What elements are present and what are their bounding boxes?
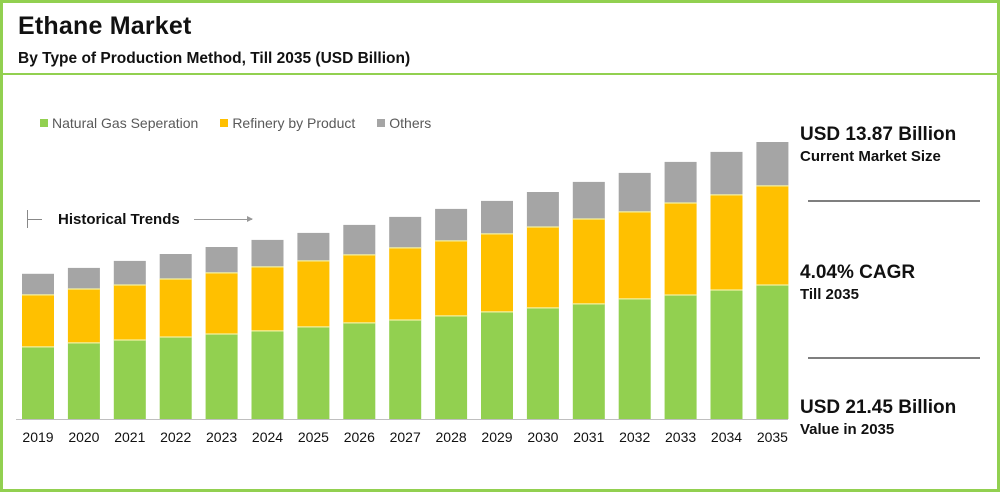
x-tick-label: 2020 (68, 429, 99, 445)
x-tick-label: 2021 (114, 429, 145, 445)
chart-legend: Natural Gas Seperation Refinery by Produ… (40, 115, 431, 131)
bar-segment-refinery (526, 227, 559, 308)
bar-segment-natural-gas (297, 326, 330, 419)
bar-segment-others (22, 273, 54, 295)
historical-trends-label: Historical Trends (58, 210, 180, 228)
bar-segment-natural-gas (205, 334, 238, 419)
bar-segment-natural-gas (251, 330, 284, 419)
x-tick-label: 2019 (22, 429, 53, 445)
legend-item-others: Others (377, 115, 431, 131)
x-tick-label: 2030 (527, 429, 558, 445)
x-tick-label: 2023 (206, 429, 237, 445)
chart-subtitle: By Type of Production Method, Till 2035 … (18, 50, 411, 67)
x-tick-label: 2033 (665, 429, 696, 445)
bar-segment-others (343, 224, 376, 255)
bar-segment-refinery (343, 254, 376, 323)
bar-segment-refinery (205, 272, 238, 334)
stat-divider (808, 200, 980, 202)
bar-segment-refinery (22, 294, 54, 347)
legend-item-natural-gas: Natural Gas Seperation (40, 115, 198, 131)
x-tick-label: 2022 (160, 429, 191, 445)
bar-segment-refinery (435, 240, 468, 316)
chart-title: Ethane Market (18, 12, 192, 40)
bar-segment-refinery (297, 260, 330, 327)
bar-segment-natural-gas (22, 346, 54, 419)
legend-label: Refinery by Product (232, 115, 356, 131)
bar-segment-natural-gas (481, 311, 513, 419)
bar-segment-others (756, 142, 789, 186)
bar-segment-natural-gas (113, 340, 146, 419)
bar-segment-others (664, 161, 697, 203)
x-tick-label: 2025 (298, 429, 329, 445)
bar-segment-natural-gas (159, 337, 192, 419)
bar-segment-natural-gas (618, 298, 651, 419)
bar-segment-natural-gas (435, 315, 468, 419)
arrow-right-icon (193, 215, 253, 222)
bar-segment-others (113, 260, 146, 285)
bar-segment-refinery (481, 233, 513, 312)
bar-segment-refinery (756, 185, 789, 285)
stat-value-2035: USD 21.45 Billion Value in 2035 (800, 397, 956, 438)
x-tick-label: 2026 (344, 429, 375, 445)
x-tick-label: 2031 (573, 429, 604, 445)
bar-segment-others (481, 200, 513, 234)
legend-swatch-others (377, 119, 386, 127)
x-tick-label: 2024 (252, 429, 283, 445)
x-tick-label: 2032 (619, 429, 650, 445)
bar-segment-others (159, 254, 192, 280)
bar-segment-others (526, 192, 559, 227)
bar-segment-others (618, 172, 651, 212)
bar-segment-others (710, 151, 743, 195)
bar-segment-refinery (159, 279, 192, 337)
bar-segment-refinery (618, 211, 651, 299)
bar-segment-others (67, 267, 100, 289)
bar-segment-natural-gas (664, 295, 697, 419)
bar-segment-others (205, 247, 238, 273)
legend-swatch-refinery (220, 119, 229, 127)
stat-cagr: 4.04% CAGR Till 2035 (800, 262, 915, 303)
bar-segment-refinery (664, 203, 697, 296)
bar-segment-natural-gas (343, 322, 376, 419)
bar-segment-natural-gas (756, 285, 789, 419)
bar-segment-refinery (113, 285, 146, 340)
stat-label: Current Market Size (800, 148, 941, 165)
stat-value: 4.04% CAGR (800, 262, 916, 283)
stat-value: USD 13.87 Billion (800, 124, 957, 145)
bar-segment-others (251, 239, 284, 267)
stat-label: Till 2035 (800, 286, 859, 303)
header-divider (3, 73, 997, 75)
legend-swatch-natural-gas (40, 119, 48, 127)
bar-segment-refinery (572, 219, 605, 304)
historical-trends-annotation: Historical Trends (27, 210, 253, 228)
bar-segment-refinery (389, 247, 422, 320)
legend-item-refinery: Refinery by Product (220, 115, 355, 131)
bar-segment-natural-gas (67, 342, 100, 419)
legend-label: Natural Gas Seperation (52, 115, 199, 131)
stat-current-market-size: USD 13.87 Billion Current Market Size (800, 124, 956, 165)
bar-segment-others (435, 208, 468, 241)
stat-value: USD 21.45 Billion (800, 397, 957, 418)
bar-segment-others (572, 181, 605, 219)
historical-start-dash (28, 218, 42, 220)
bar-segment-others (389, 216, 422, 248)
bar-segment-refinery (710, 194, 743, 290)
x-tick-label: 2029 (481, 429, 512, 445)
x-tick-label: 2027 (390, 429, 421, 445)
x-tick-label: 2034 (711, 429, 742, 445)
historical-start-tick (27, 210, 28, 228)
bar-segment-natural-gas (389, 320, 422, 419)
legend-label: Others (389, 115, 432, 131)
bar-segment-refinery (67, 289, 100, 343)
x-tick-label: 2035 (757, 429, 788, 445)
bar-segment-natural-gas (572, 303, 605, 419)
stat-divider (808, 357, 980, 359)
stat-label: Value in 2035 (800, 421, 895, 438)
bar-segment-others (297, 232, 330, 261)
bar-segment-natural-gas (526, 307, 559, 419)
bar-segment-refinery (251, 266, 284, 331)
bar-segment-natural-gas (710, 290, 743, 419)
x-tick-label: 2028 (436, 429, 467, 445)
